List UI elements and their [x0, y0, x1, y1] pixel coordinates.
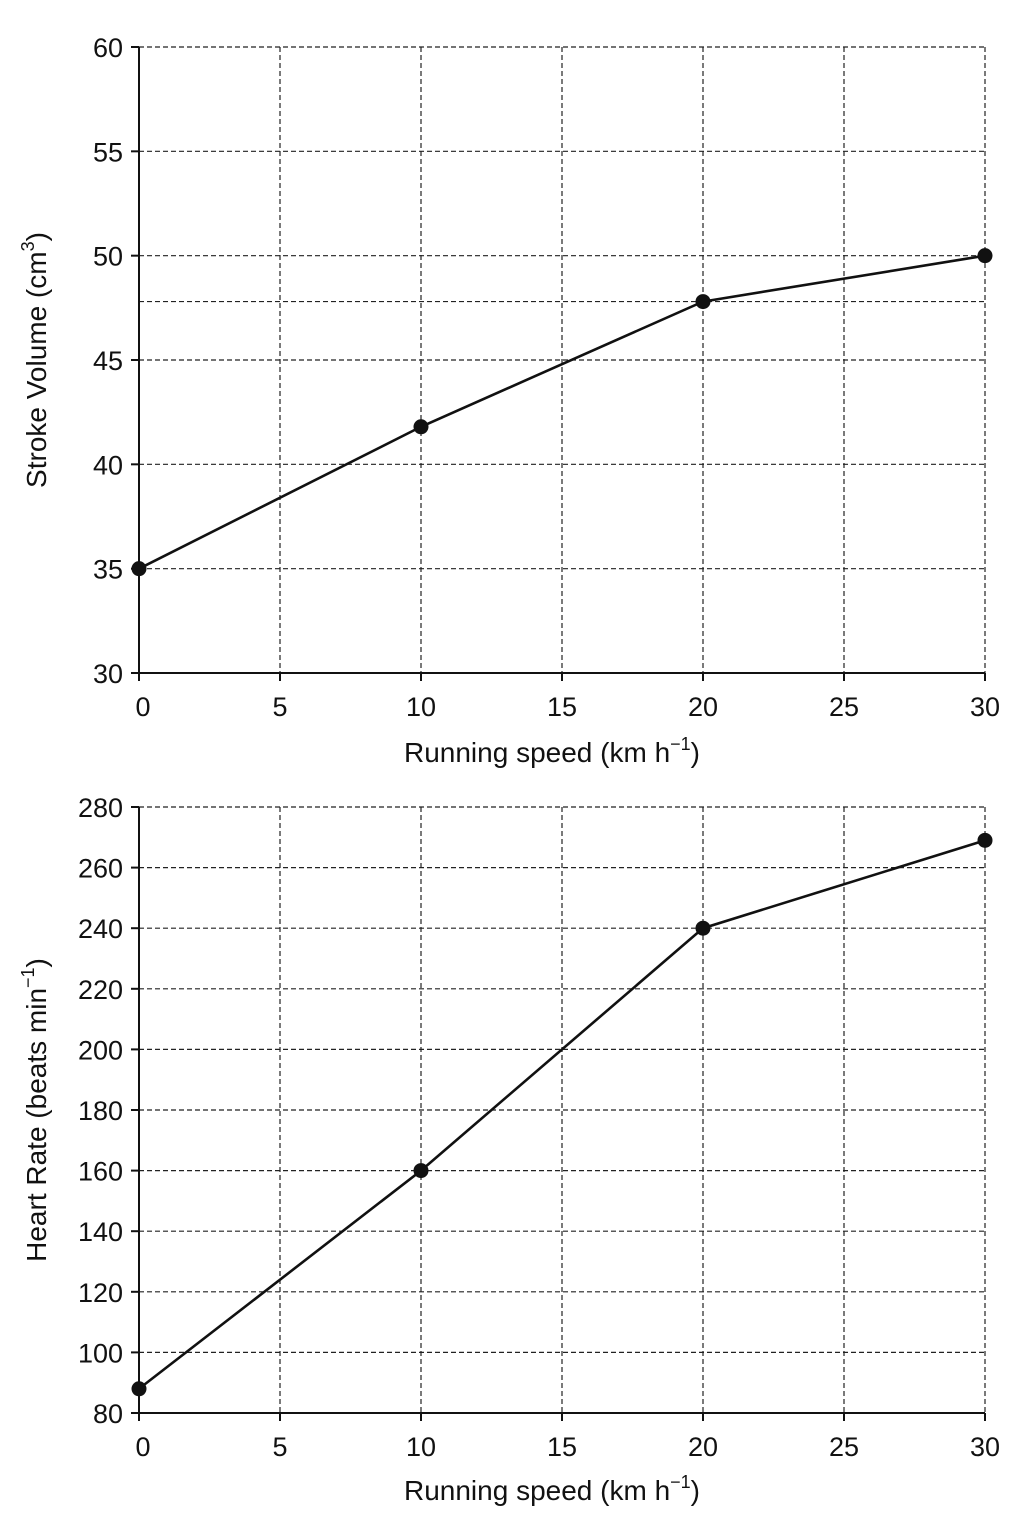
x-axis-title-tail: ) — [691, 1475, 700, 1506]
x-tick-label: 30 — [970, 692, 1000, 722]
y-tick-label: 220 — [78, 975, 123, 1005]
x-tick-label: 15 — [547, 692, 577, 722]
x-tick-label: 20 — [688, 692, 718, 722]
y-tick-label: 45 — [93, 346, 123, 376]
x-tick-label: 15 — [547, 1432, 577, 1462]
y-tick-label: 80 — [93, 1399, 123, 1429]
x-axis-title-main: Running speed (km h — [404, 737, 670, 768]
x-axis-title-superscript: −1 — [670, 1472, 691, 1492]
y-tick-label: 35 — [93, 555, 123, 585]
y-tick-label: 240 — [78, 914, 123, 944]
y-axis-title-main: Stroke Volume (cm — [21, 251, 52, 488]
x-tick-label: 0 — [135, 692, 150, 722]
x-tick-label: 10 — [406, 692, 436, 722]
y-tick-label: 120 — [78, 1278, 123, 1308]
x-tick-label: 0 — [135, 1432, 150, 1462]
x-tick-label: 5 — [272, 692, 287, 722]
x-axis-title: Running speed (km h−1) — [404, 734, 700, 768]
data-point — [977, 832, 993, 848]
y-tick-label: 160 — [78, 1157, 123, 1187]
chart-panel-1: 30 35 40 45 50 55 60 0 5 10 15 20 25 30 Running speed … — [18, 33, 1000, 768]
gridlines — [139, 46, 986, 673]
x-axis-title-superscript: −1 — [670, 734, 691, 754]
series-line — [138, 839, 986, 1390]
y-tick-label: 40 — [93, 450, 123, 480]
x-tick-label: 25 — [829, 692, 859, 722]
y-axis-title: Heart Rate (beats min−1) — [18, 958, 52, 1262]
y-axis-title-tail: ) — [21, 232, 52, 241]
y-tick-label: 55 — [93, 137, 123, 167]
x-axis-title-main: Running speed (km h — [404, 1475, 670, 1506]
chart-panel-2: 80 100 120 140 160 180 200 220 240 260 280 0 5 10 15 20… — [18, 793, 1000, 1506]
x-axis-title-tail: ) — [691, 737, 700, 768]
series-line — [138, 254, 986, 570]
data-point — [977, 248, 993, 264]
data-point — [695, 920, 711, 936]
y-tick-label: 50 — [93, 242, 123, 272]
x-tick-label: 5 — [272, 1432, 287, 1462]
data-point — [131, 1381, 147, 1397]
y-tick-label: 200 — [78, 1035, 123, 1065]
y-axis-title-main: Heart Rate (beats min — [21, 988, 52, 1262]
y-tick-label: 260 — [78, 854, 123, 884]
x-tick-label: 25 — [829, 1432, 859, 1462]
y-axis-title: Stroke Volume (cm3) — [18, 232, 52, 488]
x-tick-label: 30 — [970, 1432, 1000, 1462]
data-point — [413, 419, 429, 435]
gridlines — [139, 806, 986, 1413]
data-point — [131, 561, 147, 577]
y-axis-title-superscript: −1 — [18, 967, 38, 988]
y-tick-label: 180 — [78, 1096, 123, 1126]
y-tick-label: 100 — [78, 1338, 123, 1368]
y-tick-label: 60 — [93, 33, 123, 63]
data-point — [695, 294, 711, 310]
data-point — [413, 1163, 429, 1179]
y-axis-title-superscript: 3 — [18, 241, 38, 251]
x-axis-title: Running speed (km h−1) — [404, 1472, 700, 1506]
y-tick-label: 140 — [78, 1217, 123, 1247]
x-tick-label: 10 — [406, 1432, 436, 1462]
y-axis-title-tail: ) — [21, 958, 52, 967]
y-tick-label: 30 — [93, 659, 123, 689]
y-tick-label: 280 — [78, 793, 123, 823]
x-tick-label: 20 — [688, 1432, 718, 1462]
